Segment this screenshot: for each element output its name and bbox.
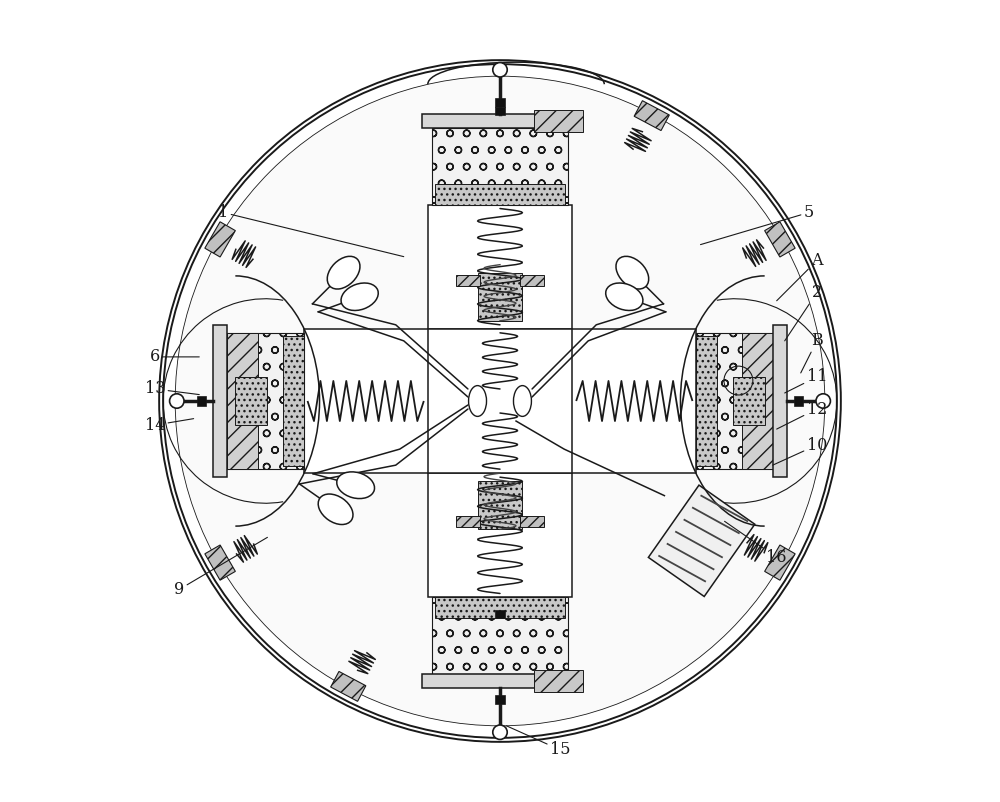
Polygon shape xyxy=(331,671,366,701)
Bar xyxy=(227,333,258,469)
Bar xyxy=(428,205,572,597)
Bar xyxy=(456,275,480,286)
Circle shape xyxy=(175,76,825,726)
Bar xyxy=(304,329,696,473)
Bar xyxy=(428,329,572,473)
Bar xyxy=(495,610,505,618)
Bar xyxy=(520,275,544,286)
Bar xyxy=(696,333,773,469)
Bar xyxy=(197,396,206,406)
Bar xyxy=(478,481,522,529)
Ellipse shape xyxy=(606,283,643,310)
Bar xyxy=(435,184,565,205)
Bar xyxy=(422,674,578,688)
Polygon shape xyxy=(205,222,235,257)
Bar xyxy=(773,325,787,477)
Text: 10: 10 xyxy=(773,436,827,465)
Ellipse shape xyxy=(341,283,378,310)
Text: 14: 14 xyxy=(145,416,194,434)
Bar xyxy=(495,107,505,115)
Text: 6: 6 xyxy=(150,348,199,366)
Circle shape xyxy=(816,394,830,408)
Bar xyxy=(534,670,583,692)
Ellipse shape xyxy=(616,257,649,289)
Bar xyxy=(495,98,505,107)
Circle shape xyxy=(493,725,507,739)
Bar xyxy=(422,114,578,128)
Text: B: B xyxy=(801,332,823,373)
Circle shape xyxy=(170,394,184,408)
Text: 11: 11 xyxy=(785,368,827,393)
Ellipse shape xyxy=(318,494,353,525)
Text: 5: 5 xyxy=(700,204,814,245)
Text: 13: 13 xyxy=(145,380,199,398)
Polygon shape xyxy=(634,101,669,131)
Bar xyxy=(495,695,505,704)
Polygon shape xyxy=(648,485,755,597)
Bar xyxy=(733,377,765,425)
Ellipse shape xyxy=(327,257,360,289)
Bar xyxy=(696,336,717,466)
Text: 16: 16 xyxy=(725,521,787,566)
Bar xyxy=(794,396,803,406)
Circle shape xyxy=(493,63,507,77)
Bar xyxy=(478,273,522,321)
Text: 9: 9 xyxy=(174,537,267,598)
Bar xyxy=(227,333,304,469)
Ellipse shape xyxy=(337,472,375,499)
Polygon shape xyxy=(765,222,795,257)
Bar xyxy=(534,110,583,132)
Circle shape xyxy=(159,60,841,742)
Text: A: A xyxy=(777,252,823,301)
Text: 1: 1 xyxy=(218,204,404,257)
Bar xyxy=(520,516,544,527)
Bar xyxy=(235,377,267,425)
Bar xyxy=(283,336,304,466)
Polygon shape xyxy=(765,545,795,580)
Text: 12: 12 xyxy=(777,400,827,429)
Polygon shape xyxy=(205,545,235,580)
Bar xyxy=(432,597,568,674)
Text: 15: 15 xyxy=(506,726,570,759)
Bar xyxy=(742,333,773,469)
Bar xyxy=(213,325,227,477)
Bar xyxy=(456,516,480,527)
Text: 2: 2 xyxy=(785,284,822,341)
Bar xyxy=(432,128,568,205)
Bar xyxy=(435,597,565,618)
